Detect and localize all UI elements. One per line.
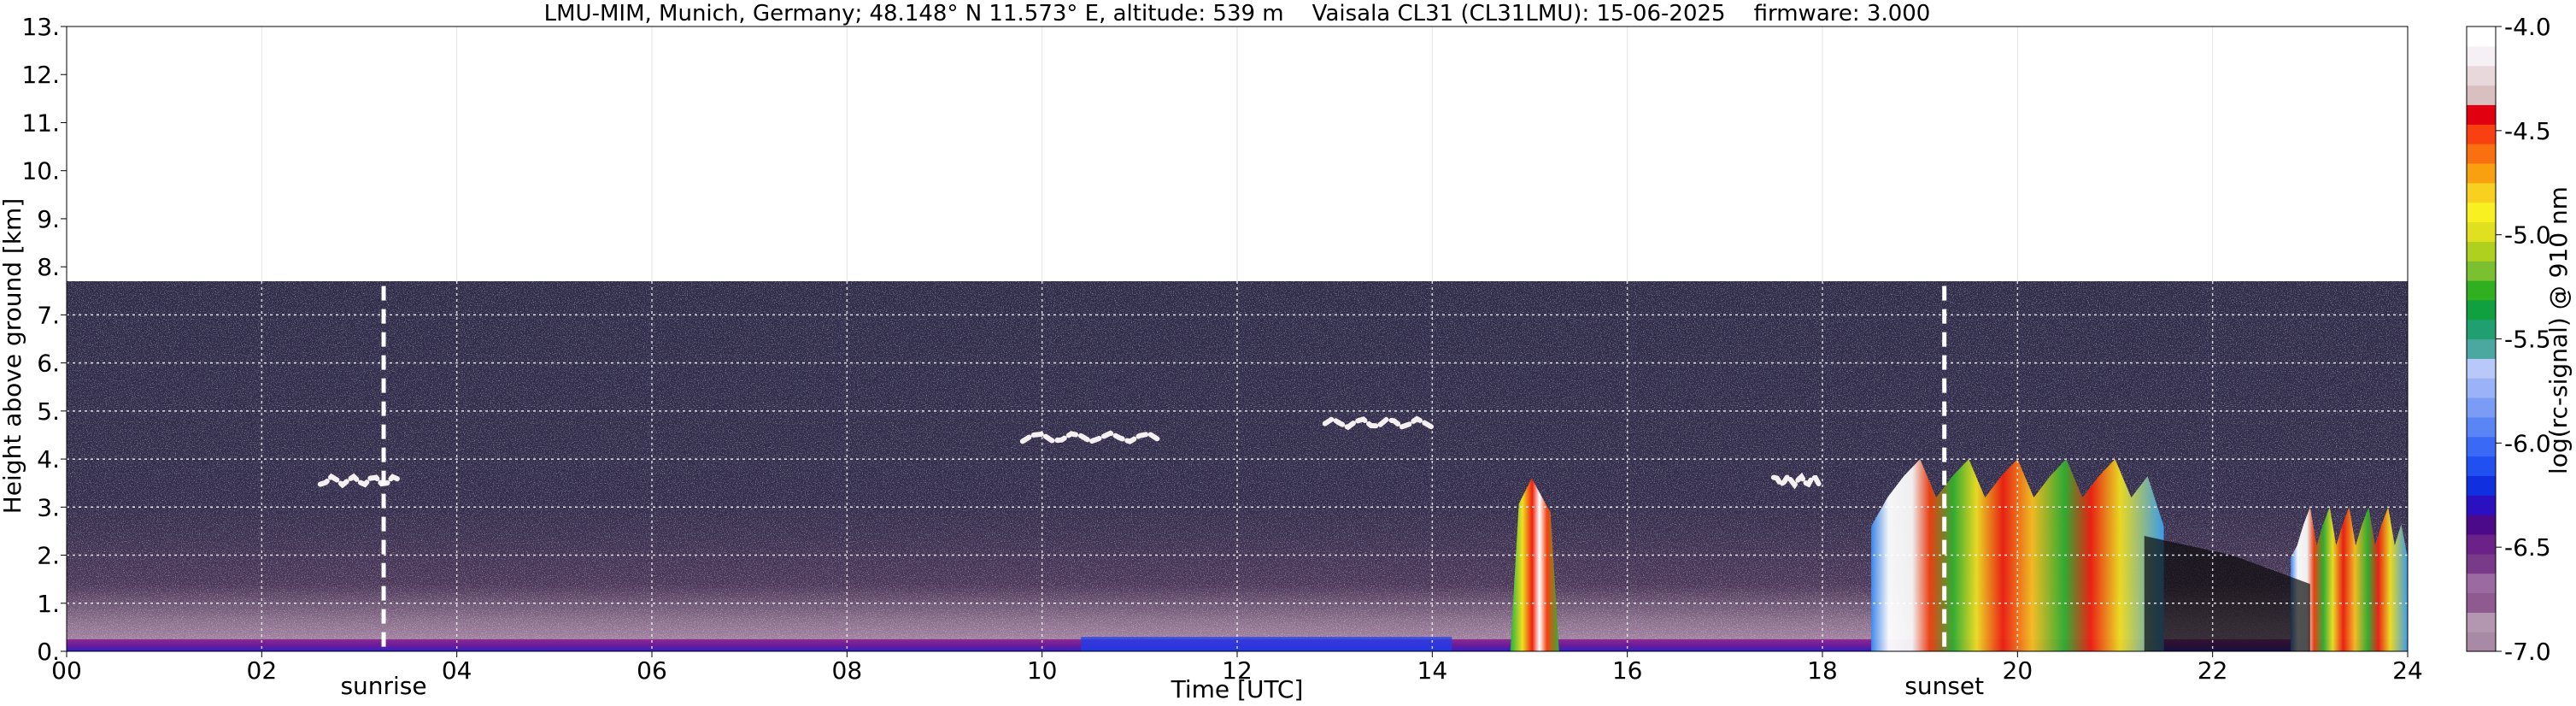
cloud-layer-4 — [1770, 472, 1825, 490]
y-tick-label: 4. — [37, 445, 60, 474]
colorbar-cell — [2467, 592, 2496, 613]
colorbar-cell — [2467, 436, 2496, 457]
rain-shaft-5 — [1510, 478, 1559, 651]
y-tick-label: 11. — [21, 109, 60, 137]
colorbar-cell — [2467, 632, 2496, 652]
x-tick-label: 14 — [1417, 656, 1448, 685]
colorbar-cell — [2467, 319, 2496, 340]
colorbar-tick-label: -6.0 — [2504, 429, 2551, 457]
x-tick-label: 06 — [637, 656, 667, 685]
colorbar-cell — [2467, 612, 2496, 632]
x-tick-label: 02 — [247, 656, 278, 685]
annotation-sunset: sunset — [1904, 672, 1984, 700]
convective-cloud-7 — [2291, 507, 2408, 651]
colorbar-cell — [2467, 475, 2496, 496]
colorbar-cell — [2467, 202, 2496, 223]
colorbar-tick-label: -4.5 — [2504, 117, 2551, 145]
colorbar-cell — [2467, 533, 2496, 555]
colorbar-cell — [2467, 358, 2496, 379]
dark-clear-region — [2144, 536, 2310, 651]
colorbar-cell — [2467, 26, 2496, 47]
colorbar-cell — [2467, 338, 2496, 359]
x-tick-label: 08 — [832, 656, 863, 685]
y-tick-label: 10. — [21, 157, 60, 185]
y-tick-label: 6. — [37, 350, 60, 378]
y-tick-label: 5. — [37, 397, 60, 426]
colorbar-cell — [2467, 378, 2496, 398]
boundary-layer-enhanced — [1081, 637, 1452, 651]
colorbar-cell — [2467, 104, 2496, 125]
x-tick-label: 22 — [2198, 656, 2228, 685]
colorbar-cell — [2467, 397, 2496, 418]
colorbar-tick-label: -6.5 — [2504, 533, 2551, 562]
cloud-layer-2 — [1019, 430, 1162, 444]
colorbar-cell — [2467, 124, 2496, 144]
colorbar-cell — [2467, 416, 2496, 438]
colorbar-cell — [2467, 261, 2496, 281]
colorbar-cell — [2467, 573, 2496, 594]
y-tick-label: 12. — [21, 61, 60, 89]
sun-markers — [381, 285, 1947, 651]
colorbar-cell — [2467, 495, 2496, 515]
x-tick-label: 16 — [1612, 656, 1643, 685]
x-tick-label: 00 — [51, 656, 82, 685]
x-tick-label: 18 — [1807, 656, 1838, 685]
y-tick-label: 7. — [37, 301, 60, 329]
y-tick-label: 3. — [37, 493, 60, 521]
y-tick-label: 9. — [37, 205, 60, 233]
colorbar-cell — [2467, 65, 2496, 86]
colorbar-cell — [2467, 85, 2496, 105]
colorbar-cell — [2467, 221, 2496, 242]
plot-area — [67, 26, 2408, 651]
y-axis-ticks: 0. 1. 2. 3. 4. 5. 6. 7. 8. 9. 10. 11. 12. 13. — [21, 13, 67, 666]
colorbar-cell — [2467, 162, 2496, 184]
annotation-sunrise: sunrise — [340, 672, 426, 700]
colorbar-cell — [2467, 279, 2496, 301]
x-tick-label: 10 — [1027, 656, 1058, 685]
y-axis-label: Height above ground [km] — [0, 198, 26, 515]
y-tick-label: 0. — [37, 638, 60, 666]
colorbar: -4.0 -4.5 -5.0 -5.5 -6.0 -6.5 -7.0 log(rc-sign… — [2466, 13, 2573, 666]
colorbar-cell — [2467, 456, 2496, 477]
y-tick-label: 13. — [21, 13, 60, 41]
colorbar-label: log(rc-signal) @ 910 nm — [2544, 186, 2573, 474]
colorbar-tick-label: -4.0 — [2504, 13, 2551, 41]
y-tick-label: 1. — [37, 590, 60, 618]
colorbar-tick-label: -5.5 — [2504, 326, 2551, 354]
chart-title: LMU-MIM, Munich, Germany; 48.148° N 11.5… — [544, 1, 1931, 26]
x-tick-label: 04 — [442, 656, 472, 685]
x-tick-label: 24 — [2392, 656, 2423, 685]
colorbar-cell — [2467, 299, 2496, 321]
colorbar-cells — [2467, 26, 2496, 652]
x-tick-label: 20 — [2003, 656, 2033, 685]
annotations: sunrise sunset — [340, 672, 1984, 700]
colorbar-cell — [2467, 515, 2496, 535]
x-tick-label: 12 — [1222, 656, 1253, 685]
x-axis-label: Time [UTC] — [1171, 675, 1304, 703]
x-axis-ticks: 00 02 04 06 08 10 12 14 16 18 20 22 24 — [51, 651, 2423, 685]
colorbar-cell — [2467, 182, 2496, 203]
colorbar-cell — [2467, 553, 2496, 574]
y-tick-label: 8. — [37, 253, 60, 281]
colorbar-tick-label: -5.0 — [2504, 221, 2551, 250]
cloud-layer-3 — [1322, 415, 1435, 431]
colorbar-cell — [2467, 144, 2496, 164]
colorbar-tick-label: -7.0 — [2504, 638, 2551, 666]
y-tick-label: 2. — [37, 542, 60, 570]
colorbar-cell — [2467, 45, 2496, 67]
colorbar-cell — [2467, 241, 2496, 262]
colorbar-ticks: -4.0 -4.5 -5.0 -5.5 -6.0 -6.5 -7.0 — [2496, 13, 2551, 666]
grid-lines — [67, 26, 2408, 651]
